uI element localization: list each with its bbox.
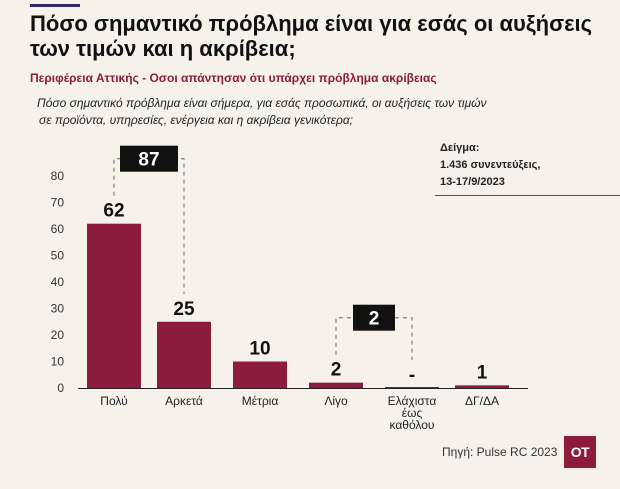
sample-info-line-1: Δείγμα: bbox=[440, 142, 480, 154]
value-label: 62 bbox=[103, 201, 124, 222]
group-total-box bbox=[120, 145, 178, 172]
bar bbox=[87, 223, 141, 388]
value-label: - bbox=[409, 365, 415, 386]
y-tick-label: 70 bbox=[51, 196, 65, 210]
bar bbox=[385, 387, 439, 388]
chart-subtitle: Περιφέρεια Αττικής - Οσοι απάντησαν ότι … bbox=[30, 71, 437, 85]
y-tick-label: 50 bbox=[51, 249, 65, 263]
value-label: 1 bbox=[477, 362, 488, 383]
bar bbox=[157, 321, 211, 388]
bar bbox=[309, 382, 363, 388]
category-label: Πολύ bbox=[100, 394, 127, 408]
category-label: Ελάχιστα bbox=[388, 394, 437, 408]
y-tick-label: 40 bbox=[51, 275, 65, 289]
ot-logo: OT bbox=[564, 436, 596, 468]
category-label: Μέτρια bbox=[242, 394, 279, 408]
category-label: καθόλου bbox=[390, 418, 435, 432]
category-label: Λίγο bbox=[324, 394, 348, 408]
chart-title: Πόσο σημαντικό πρόβλημα είναι για εσάς ο… bbox=[30, 11, 593, 61]
category-label: έως bbox=[402, 406, 423, 420]
sample-info: Δείγμα: 1.436 συνεντεύξεις, 13-17/9/2023 bbox=[440, 140, 540, 191]
group-total-box bbox=[353, 304, 395, 331]
source-note: Πηγή: Pulse RC 2023 bbox=[442, 445, 558, 459]
survey-question-line-2: σε προϊόντα, υπηρεσίες, ενέργεια και η α… bbox=[39, 113, 354, 127]
value-label: 2 bbox=[331, 360, 342, 381]
sample-info-line-2: 1.436 συνεντεύξεις, bbox=[440, 159, 541, 171]
group-total-label: 87 bbox=[138, 150, 159, 171]
survey-question: Πόσο σημαντικό πρόβλημα είναι σήμερα, γι… bbox=[37, 95, 597, 129]
survey-question-line-1: Πόσο σημαντικό πρόβλημα είναι σήμερα, γι… bbox=[37, 96, 487, 110]
bar bbox=[233, 361, 287, 388]
category-label: Αρκετά bbox=[165, 394, 203, 408]
y-tick-label: 30 bbox=[51, 302, 65, 316]
sample-divider bbox=[435, 195, 620, 196]
value-label: 25 bbox=[173, 299, 195, 320]
accent-line bbox=[30, 4, 80, 7]
y-tick-label: 60 bbox=[51, 222, 65, 236]
y-tick-label: 10 bbox=[51, 355, 65, 369]
y-tick-label: 0 bbox=[57, 381, 64, 395]
y-tick-label: 80 bbox=[51, 169, 65, 183]
y-tick-label: 20 bbox=[51, 328, 65, 342]
value-label: 10 bbox=[249, 339, 270, 360]
category-label: ΔΓ/ΔΑ bbox=[465, 394, 499, 408]
bar bbox=[455, 385, 509, 388]
group-total-label: 2 bbox=[369, 309, 380, 330]
sample-info-line-3: 13-17/9/2023 bbox=[440, 176, 505, 188]
